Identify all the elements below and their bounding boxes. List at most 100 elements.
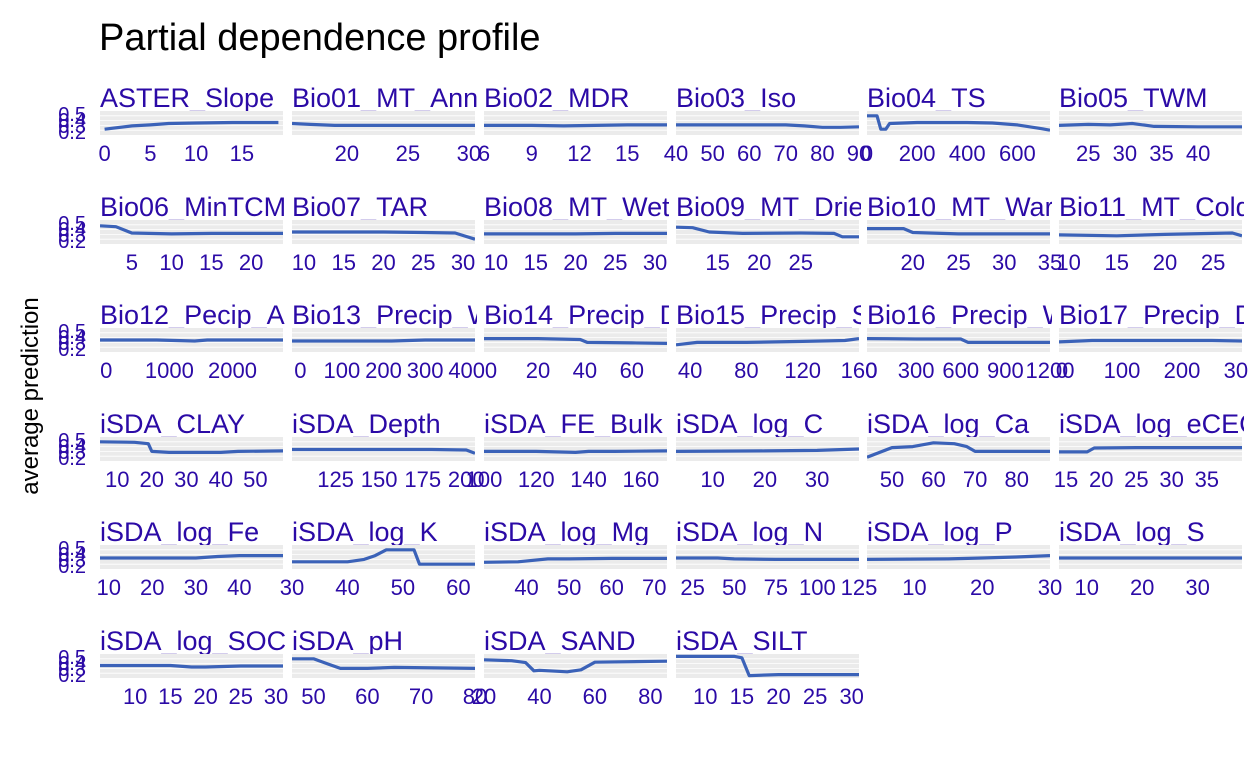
x-tick-label: 15 bbox=[158, 684, 182, 709]
panel-background bbox=[292, 111, 475, 135]
facet-panel: iSDA_log_Fe 10 20 30 40 0.50.40.30.2 bbox=[58, 517, 283, 600]
y-tick-label: 0.4 bbox=[58, 327, 86, 349]
pdp-line bbox=[292, 338, 475, 343]
x-tick-label: 20 bbox=[193, 684, 217, 709]
facet-panel: Bio10_MT_Warmest 20 25 30 35 bbox=[867, 192, 1113, 275]
x-tick-label: 20 bbox=[747, 250, 771, 275]
y-tick-label: 0.2 bbox=[58, 665, 86, 687]
x-tick-label: 100 bbox=[1104, 358, 1141, 383]
panel-background bbox=[484, 437, 667, 461]
y-tick-label: 0.2 bbox=[58, 122, 86, 144]
x-tick-label: 15 bbox=[1105, 250, 1129, 275]
x-tick-label: 20 bbox=[753, 467, 777, 492]
x-tick-label: 15 bbox=[230, 141, 254, 166]
pdp-line bbox=[867, 554, 1050, 561]
facet-panel: Bio02_MDR 6 9 12 15 bbox=[478, 83, 667, 166]
facet-label: iSDA_SAND bbox=[484, 626, 636, 656]
facet-panel: Bio03_Iso 40 50 60 70 80 90 bbox=[664, 83, 871, 166]
facet-label: iSDA_SILT bbox=[676, 626, 808, 656]
x-tick-label: 0 bbox=[98, 141, 110, 166]
facet-label: iSDA_log_N bbox=[676, 517, 823, 547]
pdp-line bbox=[100, 553, 283, 560]
pdp-line bbox=[292, 121, 475, 128]
x-tick-label: 15 bbox=[705, 250, 729, 275]
x-tick-label: 40 bbox=[209, 467, 233, 492]
x-tick-label: 70 bbox=[963, 467, 987, 492]
x-tick-label: 15 bbox=[331, 250, 355, 275]
x-tick-label: 15 bbox=[199, 250, 223, 275]
x-tick-label: 40 bbox=[678, 358, 702, 383]
x-tick-label: 20 bbox=[970, 575, 994, 600]
x-tick-label: 20 bbox=[1130, 575, 1154, 600]
facet-label: iSDA_log_eCEC bbox=[1059, 409, 1248, 439]
pdp-line bbox=[100, 440, 283, 454]
x-tick-label: 25 bbox=[803, 684, 827, 709]
facet-label: Bio04_TS bbox=[867, 83, 986, 113]
x-tick-label: 75 bbox=[764, 575, 788, 600]
x-tick-label: 25 bbox=[789, 250, 813, 275]
y-tick-label: 0.5 bbox=[58, 538, 86, 560]
pdp-line bbox=[867, 227, 1050, 236]
x-tick-label: 300 bbox=[1224, 358, 1248, 383]
facet-panel: Bio12_Pecip_Annual 0 1000 2000 0.50.40.30.2 bbox=[58, 300, 285, 383]
x-tick-label: 60 bbox=[446, 575, 470, 600]
y-tick-label: 0.2 bbox=[58, 556, 86, 578]
x-tick-label: 25 bbox=[1076, 141, 1100, 166]
x-tick-label: 5 bbox=[144, 141, 156, 166]
chart-title: Partial dependence profile bbox=[99, 17, 541, 59]
x-tick-label: 30 bbox=[992, 250, 1016, 275]
x-tick-label: 30 bbox=[280, 575, 304, 600]
x-tick-label: 400 bbox=[448, 358, 485, 383]
x-tick-label: 0 bbox=[861, 141, 873, 166]
facet-label: iSDA_log_P bbox=[867, 517, 1013, 547]
y-tick-label: 0.4 bbox=[58, 219, 86, 241]
x-tick-label: 80 bbox=[638, 684, 662, 709]
x-tick-label: 60 bbox=[355, 684, 379, 709]
facet-panel: iSDA_pH 50 60 70 80 bbox=[292, 626, 487, 709]
x-tick-label: 40 bbox=[1186, 141, 1210, 166]
x-tick-label: 20 bbox=[901, 250, 925, 275]
x-tick-label: 70 bbox=[409, 684, 433, 709]
x-tick-label: 160 bbox=[841, 358, 878, 383]
panel-background bbox=[484, 654, 667, 678]
facet-label: ASTER_Slope bbox=[100, 83, 274, 113]
x-tick-label: 0 bbox=[1056, 358, 1068, 383]
facet-label: Bio10_MT_Warmest bbox=[867, 192, 1113, 222]
y-tick-label: 0.3 bbox=[58, 225, 86, 247]
x-tick-label: 50 bbox=[557, 575, 581, 600]
facet-panel: iSDA_log_eCEC 15 20 25 30 35 bbox=[1054, 409, 1248, 492]
facet-panel: Bio14_Precip_Driest 0 20 40 60 bbox=[484, 300, 669, 383]
y-tick-label: 0.4 bbox=[58, 110, 86, 132]
facet-label: iSDA_log_Ca bbox=[867, 409, 1030, 439]
pdp-line bbox=[100, 338, 283, 343]
x-tick-label: 80 bbox=[1004, 467, 1028, 492]
x-tick-label: 160 bbox=[622, 467, 659, 492]
x-tick-label: 15 bbox=[730, 684, 754, 709]
facet-panel: iSDA_CLAY 10 20 30 40 50 0.50.40.30.2 bbox=[58, 409, 283, 492]
x-tick-label: 300 bbox=[407, 358, 444, 383]
x-tick-label: 200 bbox=[899, 141, 936, 166]
panel-background bbox=[292, 654, 475, 678]
facet-label: Bio16_Precip_Wettest_Quarter bbox=[867, 300, 1240, 330]
x-tick-label: 900 bbox=[987, 358, 1024, 383]
facet-label: iSDA_log_Fe bbox=[100, 517, 259, 547]
facet-label: Bio01_MT_Annual bbox=[292, 83, 514, 113]
x-tick-label: 25 bbox=[680, 575, 704, 600]
x-tick-label: 20 bbox=[371, 250, 395, 275]
x-tick-label: 12 bbox=[567, 141, 591, 166]
pdp-line bbox=[484, 231, 667, 236]
x-tick-label: 100 bbox=[324, 358, 361, 383]
facet-panel: Bio06_MinTCM 5 10 15 20 0.50.40.30.2 bbox=[58, 192, 285, 275]
pdp-line bbox=[1059, 231, 1242, 238]
facet-panel: iSDA_log_C 10 20 30 bbox=[676, 409, 859, 492]
x-tick-label: 20 bbox=[472, 684, 496, 709]
facet-panel: Bio15_Precip_Seasonality 40 80 120 160 bbox=[676, 300, 878, 383]
x-tick-label: 600 bbox=[999, 141, 1036, 166]
x-tick-label: 10 bbox=[123, 684, 147, 709]
pdp-line bbox=[676, 123, 859, 129]
x-tick-label: 30 bbox=[264, 684, 288, 709]
x-tick-label: 100 bbox=[799, 575, 836, 600]
x-tick-label: 50 bbox=[391, 575, 415, 600]
facet-panel: Bio11_MT_Coldest 10 15 20 25 bbox=[1056, 192, 1244, 275]
facet-label: iSDA_log_S bbox=[1059, 517, 1205, 547]
